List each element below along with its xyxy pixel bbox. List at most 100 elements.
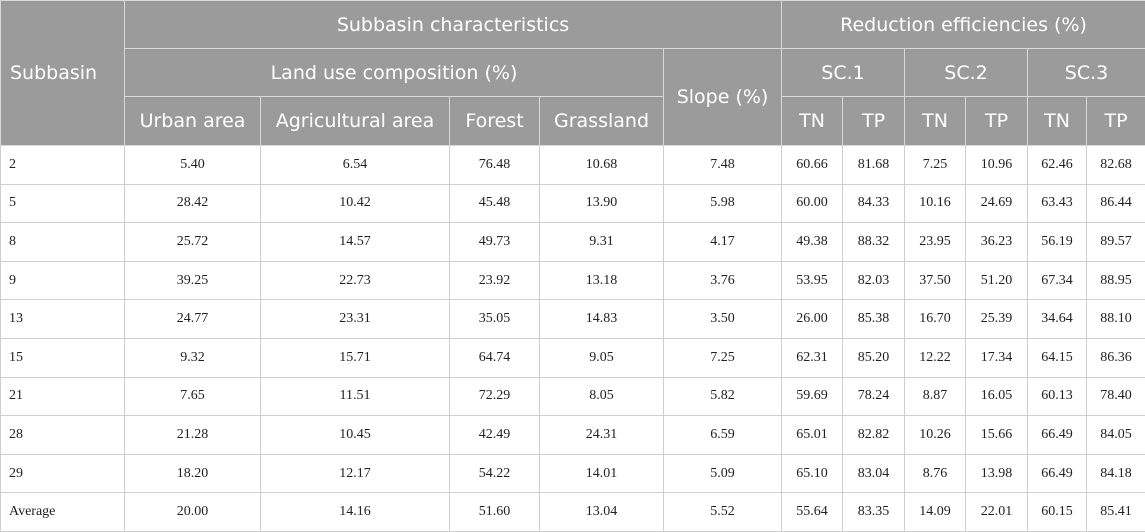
- cell-slope: 6.59: [664, 416, 782, 455]
- cell-subbasin: 5: [1, 184, 125, 223]
- cell-urban-area: 24.77: [125, 300, 261, 339]
- header-reduction-efficiencies: Reduction efficiencies (%): [782, 1, 1145, 49]
- cell-sc2-tn: 7.25: [905, 146, 966, 185]
- cell-agricultural-area: 11.51: [261, 377, 450, 416]
- cell-forest: 64.74: [450, 338, 540, 377]
- header-subbasin: Subbasin: [1, 1, 125, 146]
- cell-agricultural-area: 22.73: [261, 261, 450, 300]
- cell-sc1-tn: 65.10: [782, 454, 843, 493]
- cell-sc1-tn: 49.38: [782, 223, 843, 262]
- cell-grassland: 14.01: [540, 454, 664, 493]
- cell-grassland: 13.90: [540, 184, 664, 223]
- cell-subbasin: 29: [1, 454, 125, 493]
- cell-sc1-tn: 59.69: [782, 377, 843, 416]
- cell-sc3-tp: 78.40: [1087, 377, 1145, 416]
- cell-urban-area: 39.25: [125, 261, 261, 300]
- cell-sc1-tp: 78.24: [843, 377, 905, 416]
- cell-forest: 23.92: [450, 261, 540, 300]
- cell-urban-area: 5.40: [125, 146, 261, 185]
- header-urban-area: Urban area: [125, 97, 261, 146]
- cell-grassland: 13.04: [540, 493, 664, 532]
- cell-grassland: 13.18: [540, 261, 664, 300]
- cell-urban-area: 18.20: [125, 454, 261, 493]
- cell-sc3-tp: 84.05: [1087, 416, 1145, 455]
- header-scenario-2: SC.2: [905, 49, 1028, 97]
- cell-sc2-tp: 15.66: [966, 416, 1028, 455]
- cell-sc3-tp: 86.44: [1087, 184, 1145, 223]
- cell-sc2-tp: 24.69: [966, 184, 1028, 223]
- cell-subbasin: Average: [1, 493, 125, 532]
- header-sc1-tn: TN: [782, 97, 843, 146]
- cell-sc1-tn: 65.01: [782, 416, 843, 455]
- cell-sc1-tp: 85.20: [843, 338, 905, 377]
- cell-sc3-tn: 60.13: [1028, 377, 1087, 416]
- cell-sc2-tn: 10.26: [905, 416, 966, 455]
- cell-sc1-tp: 84.33: [843, 184, 905, 223]
- cell-sc1-tp: 83.04: [843, 454, 905, 493]
- cell-sc3-tn: 67.34: [1028, 261, 1087, 300]
- header-sc3-tn: TN: [1028, 97, 1087, 146]
- cell-sc3-tp: 88.95: [1087, 261, 1145, 300]
- cell-sc1-tp: 83.35: [843, 493, 905, 532]
- cell-agricultural-area: 14.16: [261, 493, 450, 532]
- cell-grassland: 9.31: [540, 223, 664, 262]
- cell-sc3-tn: 66.49: [1028, 416, 1087, 455]
- cell-sc3-tp: 89.57: [1087, 223, 1145, 262]
- cell-sc2-tn: 10.16: [905, 184, 966, 223]
- header-sc1-tp: TP: [843, 97, 905, 146]
- cell-grassland: 9.05: [540, 338, 664, 377]
- cell-sc3-tp: 84.18: [1087, 454, 1145, 493]
- cell-urban-area: 28.42: [125, 184, 261, 223]
- cell-sc2-tn: 37.50: [905, 261, 966, 300]
- cell-grassland: 24.31: [540, 416, 664, 455]
- cell-sc2-tn: 16.70: [905, 300, 966, 339]
- cell-slope: 7.25: [664, 338, 782, 377]
- cell-sc2-tp: 25.39: [966, 300, 1028, 339]
- cell-slope: 3.50: [664, 300, 782, 339]
- header-agricultural-area: Agricultural area: [261, 97, 450, 146]
- cell-sc3-tn: 34.64: [1028, 300, 1087, 339]
- header-forest: Forest: [450, 97, 540, 146]
- cell-forest: 72.29: [450, 377, 540, 416]
- cell-agricultural-area: 15.71: [261, 338, 450, 377]
- cell-sc2-tp: 51.20: [966, 261, 1028, 300]
- header-land-use-composition: Land use composition (%): [125, 49, 664, 97]
- cell-slope: 4.17: [664, 223, 782, 262]
- cell-subbasin: 2: [1, 146, 125, 185]
- cell-agricultural-area: 6.54: [261, 146, 450, 185]
- cell-slope: 5.52: [664, 493, 782, 532]
- cell-agricultural-area: 10.45: [261, 416, 450, 455]
- cell-sc3-tp: 88.10: [1087, 300, 1145, 339]
- header-scenario-1: SC.1: [782, 49, 905, 97]
- cell-urban-area: 25.72: [125, 223, 261, 262]
- cell-forest: 51.60: [450, 493, 540, 532]
- cell-sc1-tn: 60.66: [782, 146, 843, 185]
- cell-sc1-tn: 53.95: [782, 261, 843, 300]
- cell-sc1-tp: 85.38: [843, 300, 905, 339]
- cell-sc1-tp: 88.32: [843, 223, 905, 262]
- cell-sc3-tn: 64.15: [1028, 338, 1087, 377]
- cell-sc2-tp: 13.98: [966, 454, 1028, 493]
- cell-sc1-tn: 26.00: [782, 300, 843, 339]
- cell-sc3-tn: 56.19: [1028, 223, 1087, 262]
- cell-sc2-tn: 23.95: [905, 223, 966, 262]
- header-scenario-3: SC.3: [1028, 49, 1145, 97]
- cell-slope: 5.82: [664, 377, 782, 416]
- cell-sc2-tn: 8.87: [905, 377, 966, 416]
- header-sc2-tn: TN: [905, 97, 966, 146]
- cell-forest: 76.48: [450, 146, 540, 185]
- cell-forest: 54.22: [450, 454, 540, 493]
- cell-urban-area: 20.00: [125, 493, 261, 532]
- cell-sc2-tp: 36.23: [966, 223, 1028, 262]
- cell-sc2-tp: 17.34: [966, 338, 1028, 377]
- cell-slope: 5.09: [664, 454, 782, 493]
- cell-urban-area: 9.32: [125, 338, 261, 377]
- cell-sc2-tp: 16.05: [966, 377, 1028, 416]
